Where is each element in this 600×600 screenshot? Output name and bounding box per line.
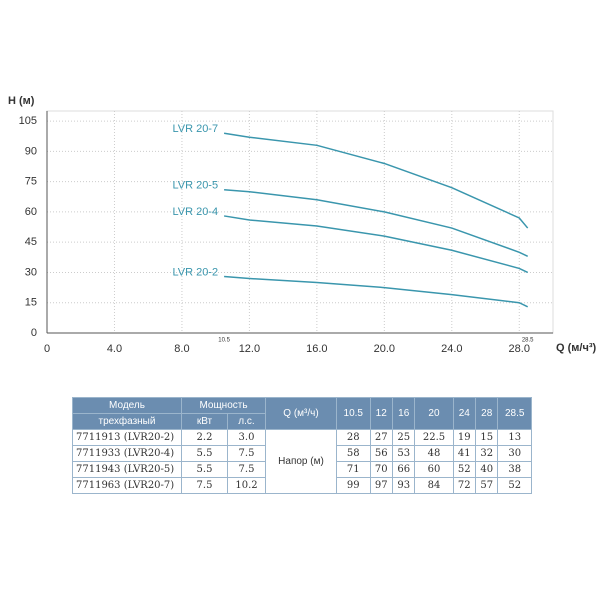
table-row: трехфазный кВт л.с. bbox=[72, 413, 532, 430]
table-cell: 7711933 (LVR20-4) bbox=[72, 445, 182, 462]
y-tick-label: 45 bbox=[25, 236, 37, 248]
table-cell: 52 bbox=[497, 477, 532, 494]
table-cell: 84 bbox=[414, 477, 454, 494]
table-cell: 56 bbox=[369, 445, 393, 462]
y-tick-label: 60 bbox=[25, 206, 37, 218]
x-tick-label: 28.0 bbox=[509, 343, 530, 355]
table-cell: 28.5 bbox=[497, 397, 532, 430]
table-cell: л.с. bbox=[227, 413, 266, 430]
table-cell: 7.5 bbox=[227, 461, 266, 478]
x-axis-label: Q (м/ч³) bbox=[556, 342, 597, 354]
y-tick-label: 30 bbox=[25, 266, 37, 278]
legend-label: LVR 20-5 bbox=[172, 180, 218, 192]
table-cell: трехфазный bbox=[72, 413, 182, 430]
table-cell: 7711913 (LVR20-2) bbox=[72, 429, 182, 446]
x-tick-label: 4.0 bbox=[107, 343, 122, 355]
table-cell: 30 bbox=[497, 445, 532, 462]
table-cell: 2.2 bbox=[181, 429, 228, 446]
table-cell: Мощность bbox=[181, 397, 266, 414]
y-tick-label: 15 bbox=[25, 297, 37, 309]
table-cell: 28 bbox=[336, 429, 371, 446]
y-tick-label: 90 bbox=[25, 145, 37, 157]
table-cell: 27 bbox=[369, 429, 393, 446]
line bbox=[224, 275, 529, 308]
line bbox=[223, 215, 529, 274]
table-cell: Q (м³/ч) bbox=[265, 397, 337, 430]
table-cell: 32 bbox=[474, 445, 499, 462]
table-cell: 72 bbox=[452, 477, 476, 494]
line bbox=[223, 132, 529, 229]
table-cell: 15 bbox=[474, 429, 499, 446]
table-cell: 28 bbox=[474, 397, 499, 430]
x-tick-label: 24.0 bbox=[441, 343, 462, 355]
table-cell: Модель bbox=[72, 397, 182, 414]
y-tick-label: 0 bbox=[31, 327, 37, 339]
table-cell: 10.2 bbox=[227, 477, 266, 494]
legend-label: LVR 20-4 bbox=[172, 206, 218, 218]
table-cell: 53 bbox=[391, 445, 416, 462]
table-row: 7711933 (LVR20-4) 5.5 7.5 58 56 53 48 41 32 30 bbox=[72, 445, 532, 462]
table-cell: 19 bbox=[452, 429, 476, 446]
table-cell: 97 bbox=[369, 477, 393, 494]
table-row: 7711943 (LVR20-5) 5.5 7.5 71 70 66 60 52 40 38 bbox=[72, 461, 532, 478]
x-annotation: 28.5 bbox=[522, 338, 534, 344]
y-tick-label: 75 bbox=[25, 176, 37, 188]
x-annotation: 10.5 bbox=[218, 338, 230, 344]
table-cell: 7711963 (LVR20-7) bbox=[72, 477, 182, 494]
table-cell: Напор (м) bbox=[265, 429, 337, 494]
table-cell: 99 bbox=[336, 477, 371, 494]
table-cell: 24 bbox=[452, 397, 476, 430]
table-cell: 25 bbox=[391, 429, 416, 446]
table-cell: 40 bbox=[474, 461, 499, 478]
table-cell: 5.5 bbox=[181, 445, 228, 462]
table-row: Модель Мощность Q (м³/ч) 10.5 12 16 20 24 28 28.5 bbox=[72, 397, 532, 430]
table-cell: 70 bbox=[369, 461, 393, 478]
x-tick-label: 0 bbox=[44, 343, 50, 355]
plot-area bbox=[46, 110, 554, 334]
x-tick-label: 8.0 bbox=[174, 343, 189, 355]
table-cell: 20 bbox=[414, 397, 454, 430]
table-cell: 48 bbox=[414, 445, 454, 462]
table-cell: 3.0 bbox=[227, 429, 266, 446]
legend-label: LVR 20-2 bbox=[172, 266, 218, 278]
table-cell: 58 bbox=[336, 445, 371, 462]
table-cell: 38 bbox=[497, 461, 532, 478]
x-tick-label: 12.0 bbox=[239, 343, 260, 355]
table-cell: 41 bbox=[452, 445, 476, 462]
x-tick-label: 16.0 bbox=[306, 343, 327, 355]
table-cell: 7.5 bbox=[227, 445, 266, 462]
table-cell: кВт bbox=[181, 413, 228, 430]
table-cell: 93 bbox=[391, 477, 416, 494]
table-cell: 7711943 (LVR20-5) bbox=[72, 461, 182, 478]
table-cell: 12 bbox=[369, 397, 393, 430]
table-cell: 52 bbox=[452, 461, 476, 478]
table-cell: 5.5 bbox=[181, 461, 228, 478]
y-tick-label: 105 bbox=[19, 115, 37, 127]
table-row: 7711913 (LVR20-2) 2.2 3.0 Напор (м) 28 27 25 22… bbox=[72, 429, 532, 494]
table-cell: 66 bbox=[391, 461, 416, 478]
table-cell: 7.5 bbox=[181, 477, 228, 494]
table-cell: 13 bbox=[497, 429, 532, 446]
table-cell: 10.5 bbox=[336, 397, 371, 430]
legend-label: LVR 20-7 bbox=[172, 123, 218, 135]
table-cell: 57 bbox=[474, 477, 499, 494]
table-cell: 16 bbox=[391, 397, 416, 430]
table-cell: 71 bbox=[336, 461, 371, 478]
x-tick-label: 20.0 bbox=[374, 343, 395, 355]
spec-table: Модель Мощность Q (м³/ч) 10.5 12 16 20 24 28 28.5… bbox=[72, 397, 532, 494]
table-cell: 60 bbox=[414, 461, 454, 478]
y-axis-label: H (м) bbox=[8, 95, 35, 107]
line bbox=[224, 188, 529, 257]
table-cell: 22.5 bbox=[414, 429, 454, 446]
table-row: 7711963 (LVR20-7) 7.5 10.2 99 97 93 84 72 57 52 bbox=[72, 477, 532, 494]
